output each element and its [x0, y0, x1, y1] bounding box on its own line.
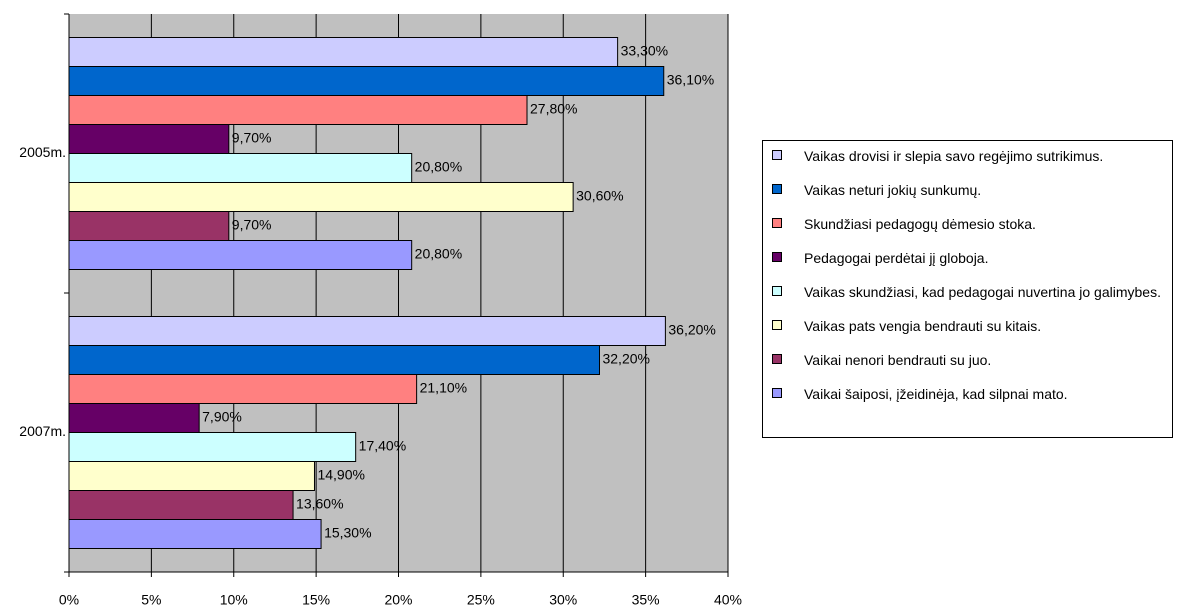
- legend-entry: Vaikas pats vengia bendrauti su kitais.: [769, 319, 1166, 353]
- legend-entry: Skundžiasi pedagogų dėmesio stoka.: [769, 217, 1166, 251]
- bar: [68, 37, 619, 67]
- data-label: 21,10%: [420, 380, 467, 396]
- legend-entry: Vaikai nenori bendrauti su juo.: [769, 353, 1166, 387]
- legend-marker: [772, 388, 782, 398]
- bar: [68, 153, 413, 183]
- bar: [68, 519, 322, 549]
- bar: [68, 66, 665, 96]
- legend: Vaikas drovisi ir slepia savo regėjimo s…: [762, 140, 1173, 438]
- data-label: 32,20%: [602, 351, 649, 367]
- bar: [68, 124, 230, 154]
- chart: 0% 5% 10% 15% 20% 25% 30% 35% 40% 2005m. 33,30% 36,…: [19, 13, 742, 607]
- legend-marker: [772, 150, 782, 160]
- bar: [68, 374, 418, 404]
- legend-label: Vaikas skundžiasi, kad pedagogai nuverti…: [804, 284, 1161, 300]
- x-tick-label: 15%: [302, 592, 330, 607]
- data-label: 30,60%: [576, 188, 623, 204]
- data-label: 14,90%: [317, 467, 364, 483]
- data-label: 33,30%: [621, 43, 668, 59]
- y-tick-label: 2005m.: [19, 144, 66, 160]
- legend-label: Vaikai šaiposi, įžeidinėja, kad silpnai …: [804, 386, 1068, 402]
- x-tick-label: 20%: [384, 592, 412, 607]
- data-label: 36,20%: [668, 322, 715, 338]
- legend-entry: Pedagogai perdėtai jį globoja.: [769, 251, 1166, 285]
- data-label: 20,80%: [415, 159, 462, 175]
- x-tick-label: 30%: [549, 592, 577, 607]
- legend-label: Vaikai nenori bendrauti su juo.: [804, 352, 992, 368]
- legend-entry: Vaikai šaiposi, įžeidinėja, kad silpnai …: [769, 387, 1166, 421]
- data-label: 20,80%: [415, 246, 462, 262]
- bar: [68, 240, 413, 270]
- data-label: 15,30%: [324, 525, 371, 541]
- legend-entry: Vaikas neturi jokių sunkumų.: [769, 183, 1166, 217]
- x-tick-label: 35%: [632, 592, 660, 607]
- bar: [68, 316, 666, 346]
- data-label: 17,40%: [359, 438, 406, 454]
- legend-label: Skundžiasi pedagogų dėmesio stoka.: [804, 216, 1036, 232]
- data-label: 7,90%: [202, 409, 242, 425]
- legend-marker: [772, 320, 782, 330]
- bar: [68, 403, 200, 433]
- legend-marker: [772, 252, 782, 262]
- data-label: 9,70%: [232, 217, 272, 233]
- bar: [68, 432, 357, 462]
- y-tick-label: 2007m.: [19, 423, 66, 439]
- legend-label: Vaikas neturi jokių sunkumų.: [804, 182, 982, 198]
- bar: [68, 211, 230, 241]
- data-label: 13,60%: [296, 496, 343, 512]
- legend-entry: Vaikas skundžiasi, kad pedagogai nuverti…: [769, 285, 1166, 319]
- bar: [68, 345, 600, 375]
- data-label: 27,80%: [530, 101, 577, 117]
- legend-label: Vaikas pats vengia bendrauti su kitais.: [804, 318, 1042, 334]
- legend-marker: [772, 354, 782, 364]
- x-tick-label: 40%: [714, 592, 742, 607]
- legend-marker: [772, 218, 782, 228]
- bar: [68, 95, 528, 125]
- x-tick-label: 5%: [141, 592, 161, 607]
- data-label: 36,10%: [667, 72, 714, 88]
- legend-entry: Vaikas drovisi ir slepia savo regėjimo s…: [769, 149, 1166, 183]
- bar: [68, 490, 294, 520]
- legend-marker: [772, 286, 782, 296]
- legend-marker: [772, 184, 782, 194]
- x-tick-label: 0%: [59, 592, 79, 607]
- x-tick-label: 10%: [220, 592, 248, 607]
- x-tick-label: 25%: [467, 592, 495, 607]
- bar: [68, 461, 315, 491]
- bar: [68, 182, 574, 212]
- data-label: 9,70%: [232, 130, 272, 146]
- legend-label: Vaikas drovisi ir slepia savo regėjimo s…: [804, 148, 1104, 164]
- legend-label: Pedagogai perdėtai jį globoja.: [804, 250, 989, 266]
